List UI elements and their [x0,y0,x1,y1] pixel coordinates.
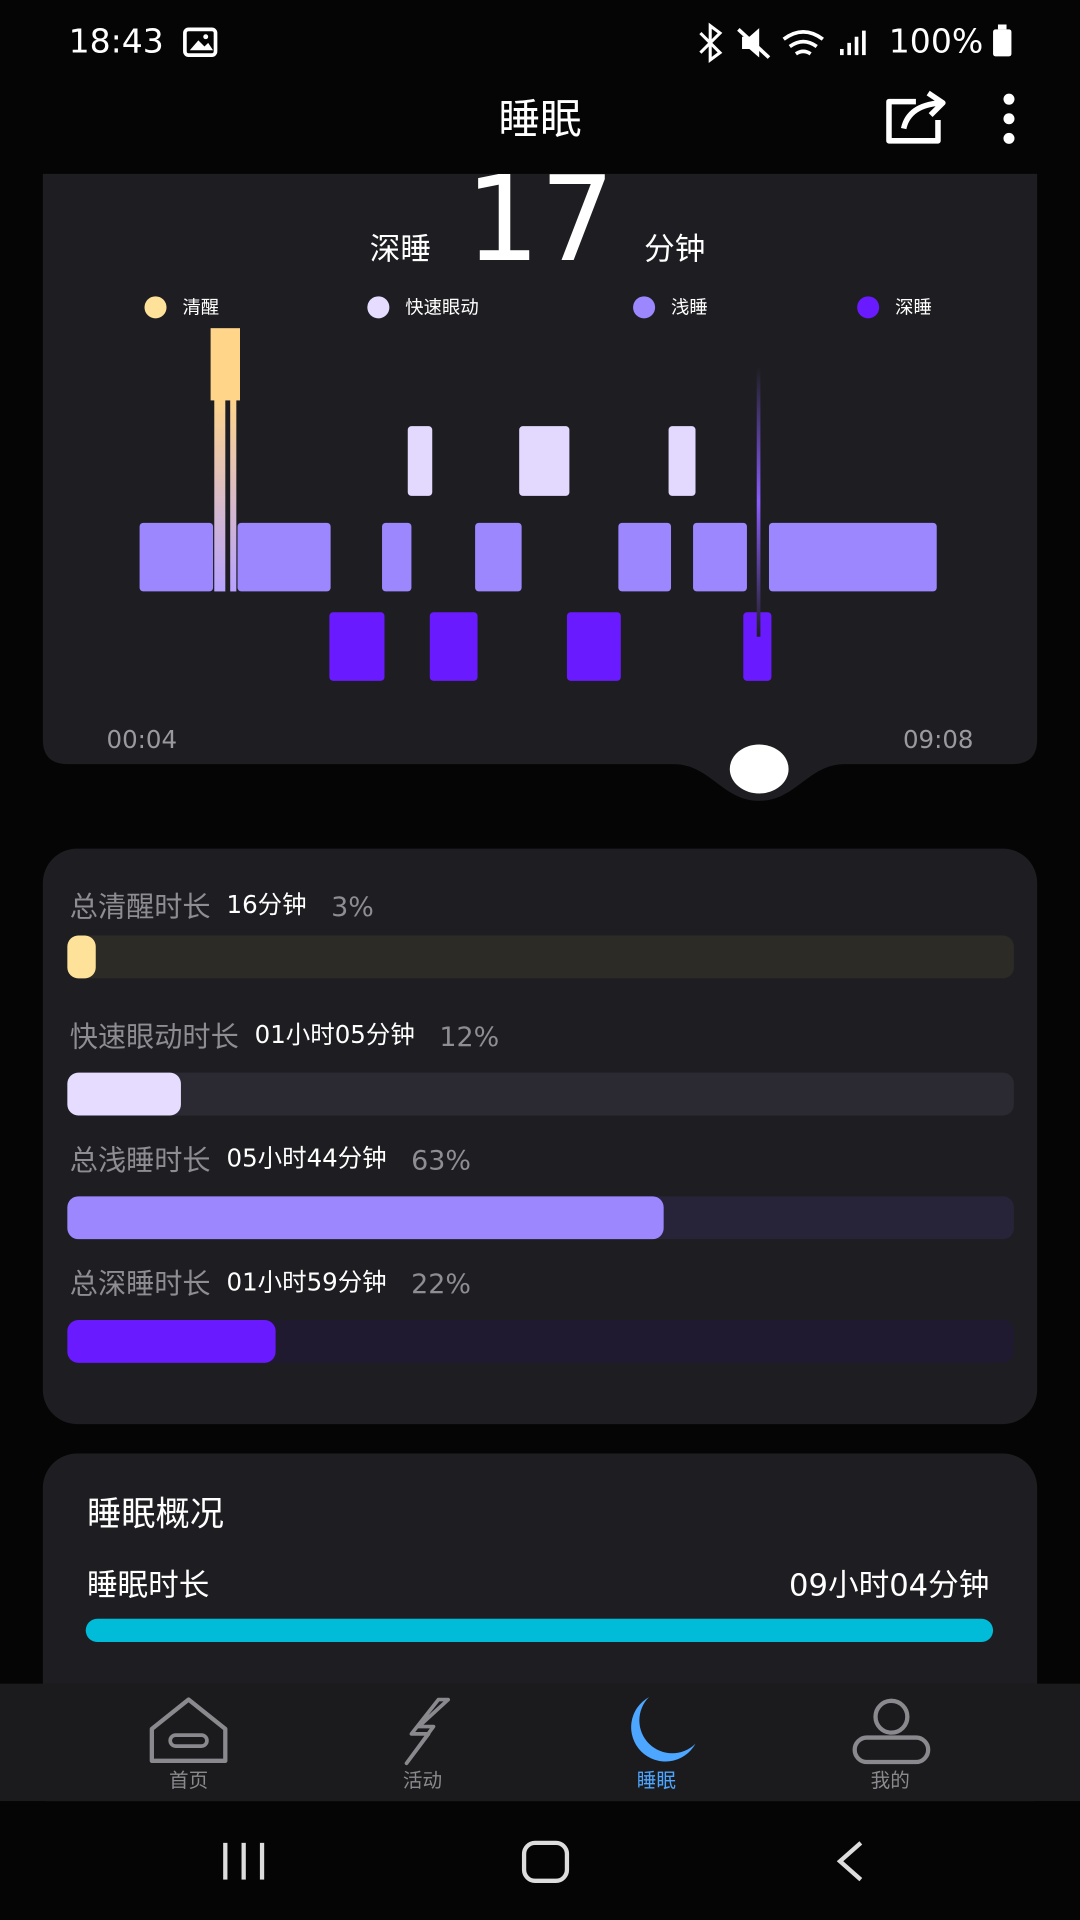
progress-track [67,935,1014,979]
metric-unit: 分钟 [644,233,705,268]
nav-label[interactable]: 我的 [871,1769,910,1792]
legend-dot [857,296,880,319]
status-time: 18:43 [69,21,164,60]
progress-track [67,1320,1014,1363]
status-icons [183,22,1012,64]
duration-label: 总深睡时长 [70,1268,211,1301]
nav-label[interactable]: 睡眠 [637,1769,676,1792]
duration-percent: 63% [411,1146,471,1177]
duration-list: 总清醒时长 16分钟 3% 快速眼动时长 01小时05分钟 12% 总浅睡时长 05小时44分… [67,890,1014,1363]
duration-percent: 12% [439,1022,499,1053]
nav-home[interactable]: 首页 [149,1697,228,1793]
page-title: 睡眠 [498,94,581,143]
duration-percent: 22% [411,1269,471,1300]
overview-value: 09小时04分钟 [789,1568,989,1603]
system-home[interactable] [521,1840,570,1883]
progress-fill [67,1320,276,1363]
duration-label: 总浅睡时长 [70,1144,211,1177]
duration-value: 01小时05分钟 [255,1020,415,1049]
duration-percent: 3% [331,892,374,923]
metric-label: 深睡 [370,233,431,268]
overview-bar [85,1618,994,1643]
more-button[interactable] [1003,93,1015,144]
bottom-nav [0,1683,1080,1802]
duration-value: 16分钟 [227,890,307,919]
nav-me[interactable]: 我的 [852,1698,931,1792]
legend-label: 浅睡 [671,298,708,319]
legend-label: 快速眼动 [405,298,478,319]
progress-fill [67,935,96,979]
legend-dot [144,296,167,319]
hypnogram [139,328,937,681]
system-nav [0,1801,1080,1920]
overview-label: 睡眠时长 [87,1568,209,1603]
duration-label: 总清醒时长 [70,891,211,924]
nav-label[interactable]: 首页 [169,1769,208,1792]
end-time: 09:08 [903,725,974,754]
start-time: 00:04 [107,725,178,754]
chart-handle[interactable] [729,744,789,794]
legend: 清醒 快速眼动 浅睡 深睡 [144,296,932,319]
durations-card [42,848,1038,1425]
battery-level: 100% [889,21,983,60]
progress-fill [67,1072,181,1116]
progress-fill [67,1196,664,1240]
duration-label: 快速眼动时长 [70,1020,239,1053]
legend-label: 深睡 [895,298,932,319]
share-button[interactable] [886,90,946,144]
duration-value: 05小时44分钟 [227,1144,387,1173]
nav-activity[interactable]: 活动 [403,1697,450,1793]
system-back[interactable] [836,1841,863,1882]
legend-label: 清醒 [182,298,219,319]
overview-title: 睡眠概况 [87,1494,224,1534]
system-recents[interactable] [223,1842,265,1880]
legend-dot [633,296,656,319]
legend-dot [367,296,390,319]
progress-track [67,1072,1014,1116]
nav-label[interactable]: 活动 [403,1769,442,1792]
duration-value: 01小时59分钟 [227,1267,387,1296]
metric-value: 17 [465,151,615,288]
nav-sleep[interactable]: 睡眠 [631,1697,696,1792]
